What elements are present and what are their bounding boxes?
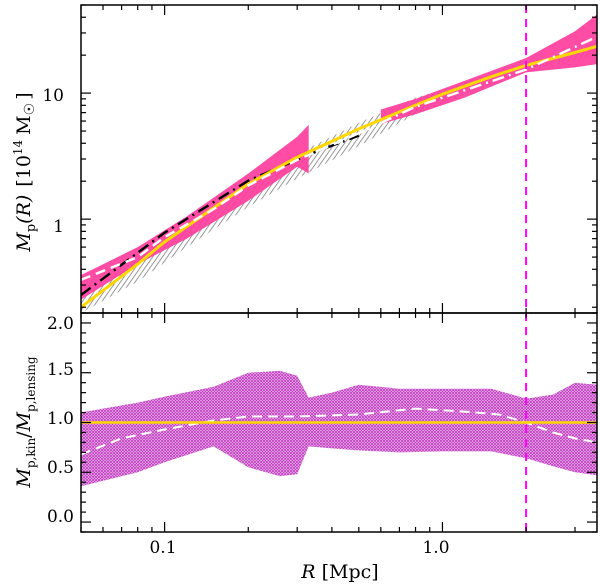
top-y-axis-title: Mp(R)[1014M☉]	[11, 92, 39, 252]
x-axis-title: R [Mpc]	[300, 561, 378, 583]
top-panel: 1 10 Mp(R)[1014M☉]	[11, 4, 598, 314]
bottom-line-white-dashed-ratio	[81, 407, 597, 456]
bottom-ytick-label-1.5: 1.5	[47, 360, 74, 380]
top-grey-hatched-band	[81, 45, 597, 313]
top-line-black-dash-dot	[81, 134, 360, 296]
top-ytick-label-1: 1	[53, 217, 64, 237]
bottom-magenta-hatched-ratio-band	[81, 370, 597, 487]
top-line-white-dash-dot	[358, 35, 597, 135]
top-line-yellow-solid	[81, 44, 597, 309]
bottom-y-axis-title: Mp,kin/Mp,lensing	[13, 356, 38, 489]
bottom-ytick-label-1.0: 1.0	[47, 409, 74, 429]
top-plot-area	[81, 5, 597, 313]
xtick-label-0.1: 0.1	[149, 538, 176, 558]
bottom-panel: 0.0 0.5 1.0 1.5 2.0 0.1 1.0 Mp,kin/Mp,le…	[13, 312, 598, 583]
top-magenta-band-inner	[81, 124, 309, 300]
top-line-white-dashed	[81, 132, 360, 281]
xtick-label-1.0: 1.0	[422, 538, 449, 558]
bottom-ytick-label-2.0: 2.0	[47, 314, 74, 334]
top-ytick-label-10: 10	[42, 86, 64, 106]
bottom-plot-area	[81, 313, 597, 532]
bottom-ytick-label-0.5: 0.5	[47, 458, 74, 478]
bottom-ytick-label-0.0: 0.0	[47, 507, 74, 527]
